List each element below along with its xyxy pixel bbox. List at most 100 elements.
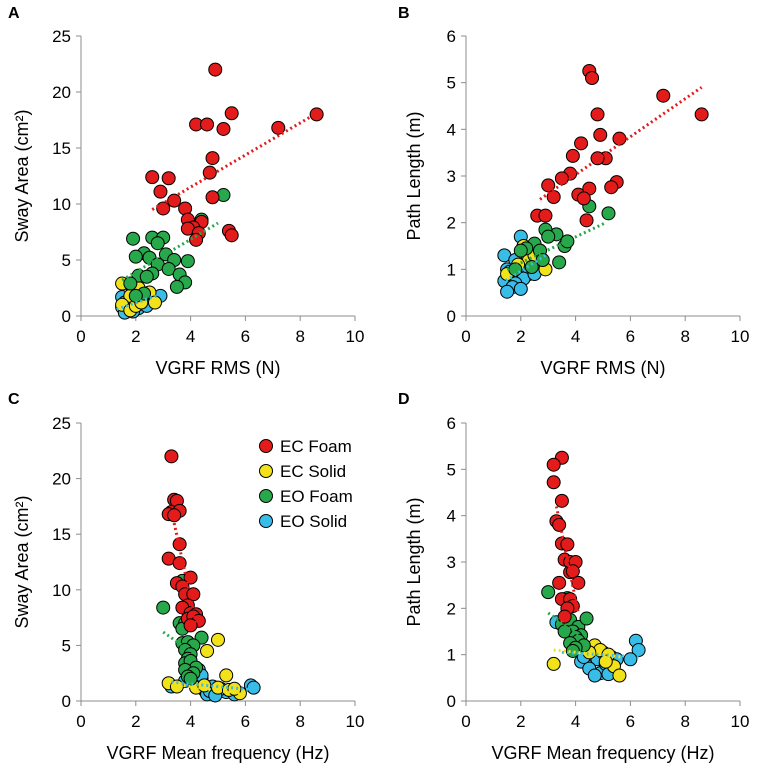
- data-point-ec-foam: [574, 136, 589, 151]
- data-point-ec-foam: [565, 148, 580, 163]
- data-point-ec-foam: [208, 62, 223, 77]
- y-axis-title: Sway Area (cm²): [12, 109, 32, 242]
- y-tick-label: 6: [447, 414, 456, 433]
- data-point-ec-foam: [205, 151, 220, 166]
- x-tick-label: 2: [131, 712, 140, 731]
- data-point-ec-foam: [189, 232, 204, 247]
- data-point-eo-foam: [183, 671, 198, 686]
- legend-label-eo-foam: EO Foam: [280, 487, 353, 506]
- data-point-ec-foam: [604, 180, 619, 195]
- legend-marker-eo-foam: [259, 489, 273, 503]
- data-point-ec-solid: [612, 668, 627, 683]
- data-point-ec-foam: [161, 171, 176, 186]
- x-tick-label: 8: [680, 712, 689, 731]
- y-tick-label: 6: [447, 27, 456, 46]
- legend-marker-ec-solid: [259, 464, 273, 478]
- chart-panel-d: D 0 2 4 6 8 10 0 1 2 3 4 5 6 VGRF Mean frequency (Hz) P…: [398, 391, 749, 763]
- data-point-ec-foam: [145, 170, 160, 185]
- trendline-eo-solid: [116, 292, 164, 311]
- data-point-ec-foam: [224, 106, 239, 121]
- data-point-ec-solid: [211, 632, 225, 647]
- x-tick-label: 4: [186, 712, 195, 731]
- data-point-ec-foam: [571, 575, 586, 590]
- data-point-ec-foam: [552, 575, 567, 590]
- x-tick-label: 10: [731, 327, 750, 346]
- legend-label-ec-solid: EC Solid: [280, 462, 346, 481]
- data-point-ec-foam: [202, 165, 217, 180]
- panel-letter: D: [398, 391, 410, 408]
- y-tick-label: 5: [62, 636, 71, 655]
- data-point-eo-foam: [524, 260, 539, 274]
- legend: EC Foam EC Solid EO Foam EO Solid: [259, 437, 353, 531]
- trendline-eo-solid: [171, 680, 254, 692]
- y-tick-label: 1: [447, 646, 456, 665]
- x-axis-title: VGRF RMS (N): [156, 358, 281, 378]
- x-tick-label: 10: [346, 712, 365, 731]
- data-point-ec-foam: [216, 121, 231, 136]
- data-point-ec-foam: [153, 184, 168, 199]
- data-point-eo-foam: [156, 600, 171, 615]
- data-point-eo-foam: [513, 243, 528, 258]
- data-point-eo-foam: [541, 229, 556, 244]
- y-tick-label: 0: [62, 692, 71, 711]
- x-tick-label: 2: [131, 327, 140, 346]
- x-axis-title: VGRF RMS (N): [541, 358, 666, 378]
- y-tick-label: 20: [52, 470, 71, 489]
- y-tick-label: 5: [447, 74, 456, 93]
- data-point-ec-foam: [167, 508, 182, 523]
- data-point-eo-foam: [180, 254, 195, 269]
- series-ec-foam: [145, 62, 324, 247]
- data-point-ec-foam: [560, 537, 575, 552]
- y-tick-label: 5: [62, 251, 71, 270]
- legend-marker-eo-solid: [259, 514, 273, 528]
- data-point-eo-foam: [541, 585, 556, 600]
- panel-letter: C: [8, 391, 20, 408]
- x-tick-label: 2: [516, 327, 525, 346]
- data-point-ec-foam: [200, 117, 215, 132]
- y-tick-label: 2: [447, 214, 456, 233]
- data-point-eo-foam: [552, 255, 567, 270]
- data-point-ec-foam: [164, 449, 179, 464]
- x-tick-label: 4: [571, 712, 580, 731]
- series-ec-foam: [546, 450, 586, 624]
- y-tick-label: 4: [447, 120, 456, 139]
- y-tick-label: 0: [447, 307, 456, 326]
- y-tick-label: 0: [62, 307, 71, 326]
- data-point-ec-foam: [579, 213, 594, 228]
- data-point-ec-solid: [598, 654, 613, 669]
- y-tick-label: 1: [447, 260, 456, 279]
- data-point-ec-foam: [183, 570, 198, 585]
- chart-panel-b: B 0 2 4 6 8 10 0 1 2 3 4 5 6 VGRF RMS (N) Path Length (…: [398, 5, 749, 378]
- data-point-ec-foam: [593, 127, 608, 142]
- trendline-eo-foam: [506, 221, 607, 271]
- x-tick-label: 10: [731, 712, 750, 731]
- data-point-eo-foam: [565, 643, 580, 658]
- data-point-ec-solid: [546, 656, 561, 671]
- x-axis-title: VGRF Mean frequency (Hz): [106, 743, 329, 763]
- x-axis-title: VGRF Mean frequency (Hz): [491, 743, 714, 763]
- x-tick-label: 8: [680, 327, 689, 346]
- data-point-ec-foam: [590, 107, 605, 122]
- data-point-eo-solid: [500, 284, 515, 299]
- data-point-ec-foam: [612, 131, 627, 146]
- data-point-ec-foam: [224, 228, 239, 243]
- data-point-eo-solid: [587, 668, 602, 683]
- x-tick-label: 4: [186, 327, 195, 346]
- panel-letter: A: [8, 5, 20, 22]
- data-point-eo-foam: [123, 276, 138, 291]
- data-point-ec-foam: [656, 88, 671, 103]
- series-ec-foam: [530, 64, 709, 228]
- y-tick-label: 2: [447, 599, 456, 618]
- data-point-eo-foam: [150, 236, 165, 251]
- y-tick-label: 25: [52, 414, 71, 433]
- trendline-ec-foam: [151, 111, 318, 211]
- x-tick-label: 8: [295, 327, 304, 346]
- y-tick-label: 15: [52, 525, 71, 544]
- legend-marker-ec-foam: [259, 439, 273, 453]
- data-point-ec-foam: [156, 201, 171, 216]
- x-tick-label: 0: [76, 712, 85, 731]
- trendline-eo-foam: [547, 611, 582, 638]
- data-point-ec-foam: [183, 618, 198, 633]
- y-tick-label: 0: [447, 692, 456, 711]
- trendline-eo-foam: [121, 221, 219, 282]
